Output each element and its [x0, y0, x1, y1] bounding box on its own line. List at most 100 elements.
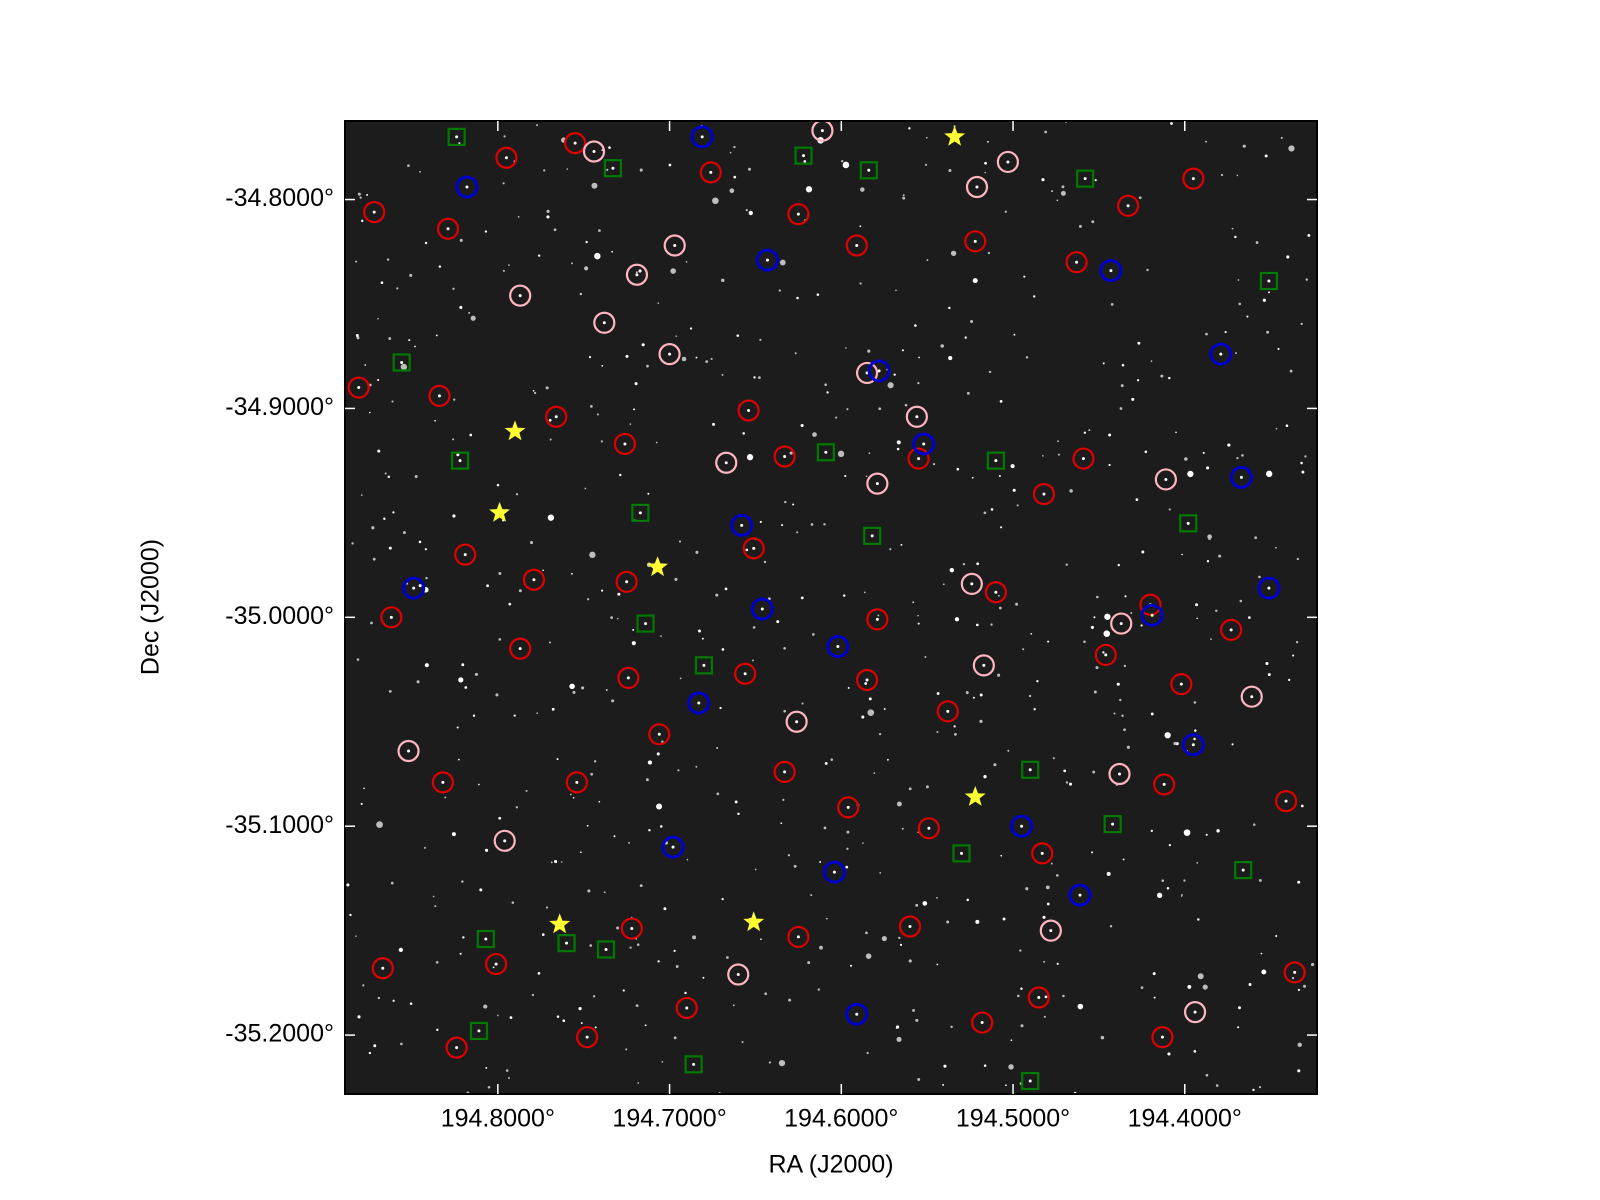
- marker-star: [743, 911, 765, 932]
- source-dot: [1164, 477, 1168, 481]
- x-tick-label: 194.4000°: [1128, 1105, 1242, 1133]
- marker-square: [694, 656, 714, 675]
- marker-circle: [737, 399, 760, 422]
- source-dot: [503, 839, 507, 843]
- marker-circle: [675, 996, 698, 1020]
- source-dot: [1104, 653, 1108, 657]
- marker-circle: [1094, 643, 1117, 667]
- source-dot: [1042, 492, 1046, 496]
- source-dot: [908, 924, 912, 928]
- source-dot: [504, 156, 508, 160]
- source-dot: [455, 1046, 459, 1050]
- source-dot: [1037, 995, 1041, 999]
- marker-circle: [785, 710, 808, 733]
- y-axis-label: Dec (J2000): [137, 539, 165, 675]
- marker-circle: [564, 132, 587, 155]
- source-dot: [532, 578, 536, 582]
- source-dot: [668, 352, 672, 356]
- source-dot: [602, 321, 606, 325]
- marker-circle: [1072, 447, 1095, 470]
- marker-star: [504, 420, 526, 441]
- source-dot: [446, 227, 450, 231]
- marker-circle: [1274, 790, 1298, 813]
- source-dot: [832, 870, 836, 874]
- source-dot: [867, 168, 871, 172]
- marker-square: [859, 161, 878, 180]
- marker-circle: [1154, 468, 1177, 491]
- marker-circle: [1283, 961, 1306, 984]
- marker-star: [647, 556, 668, 577]
- marker-square: [1021, 760, 1040, 779]
- marker-square: [469, 1021, 489, 1041]
- marker-circle: [855, 668, 879, 692]
- source-dot: [802, 154, 806, 158]
- marker-circle: [905, 405, 928, 428]
- marker-circle: [1032, 482, 1056, 506]
- marker-circle: [582, 140, 606, 163]
- source-dot: [671, 845, 675, 849]
- marker-circle: [845, 234, 868, 257]
- x-tick-label: 194.5000°: [956, 1105, 1070, 1133]
- marker-circle: [734, 662, 757, 685]
- marker-circle: [1116, 194, 1140, 217]
- source-dot: [1075, 260, 1079, 264]
- source-dot: [623, 442, 627, 446]
- source-dot: [875, 482, 879, 486]
- marker-circle: [363, 200, 386, 224]
- marker-circle: [1209, 342, 1233, 366]
- source-dot: [1219, 352, 1223, 356]
- source-dot: [973, 239, 977, 243]
- source-dot: [465, 185, 469, 189]
- source-dot: [709, 170, 713, 174]
- marker-circle: [593, 311, 616, 334]
- marker-square: [636, 614, 655, 633]
- marker-circle: [495, 146, 518, 169]
- marker-circle: [845, 1002, 869, 1026]
- y-tick-label: -35.1000°: [225, 811, 334, 839]
- source-dot: [1160, 1035, 1164, 1039]
- marker-circle: [1108, 762, 1131, 786]
- marker-circle: [1039, 919, 1062, 942]
- source-dot: [400, 360, 404, 364]
- x-tick-label: 194.8000°: [441, 1105, 555, 1133]
- marker-square: [631, 503, 650, 522]
- source-dot: [1191, 743, 1195, 747]
- marker-circle: [1220, 618, 1243, 641]
- marker-circle: [397, 739, 420, 763]
- source-dot: [611, 166, 615, 170]
- marker-circle: [371, 957, 394, 980]
- x-axis-label: RA (J2000): [768, 1151, 893, 1179]
- marker-circle: [866, 472, 889, 495]
- source-dot: [1162, 782, 1166, 786]
- marker-star: [489, 501, 510, 522]
- source-dot: [796, 935, 800, 939]
- marker-square: [476, 929, 495, 949]
- source-dot: [381, 966, 385, 970]
- source-dot: [692, 1062, 696, 1066]
- marker-square: [557, 934, 576, 953]
- marker-circle: [822, 860, 846, 884]
- marker-circle: [485, 952, 508, 976]
- marker-circle: [625, 263, 649, 286]
- source-dot: [836, 645, 840, 649]
- source-dot: [1006, 160, 1010, 164]
- source-dot: [1081, 457, 1085, 461]
- marker-square: [986, 451, 1005, 470]
- source-dot: [635, 273, 639, 277]
- source-dot: [697, 701, 701, 705]
- marker-circle: [1153, 773, 1176, 796]
- marker-circle: [984, 581, 1007, 604]
- source-dot: [970, 582, 974, 586]
- sky-image: [345, 121, 1317, 1094]
- marker-circle: [402, 576, 426, 600]
- marker-circle: [648, 723, 671, 746]
- marker-circle: [773, 760, 796, 783]
- marker-square: [794, 146, 813, 165]
- source-dot: [657, 732, 661, 736]
- marker-circle: [907, 447, 930, 470]
- source-dot: [673, 243, 677, 247]
- source-dot: [994, 459, 998, 463]
- source-dot: [1078, 893, 1082, 897]
- marker-circle: [912, 432, 936, 456]
- marker-circle: [742, 537, 765, 560]
